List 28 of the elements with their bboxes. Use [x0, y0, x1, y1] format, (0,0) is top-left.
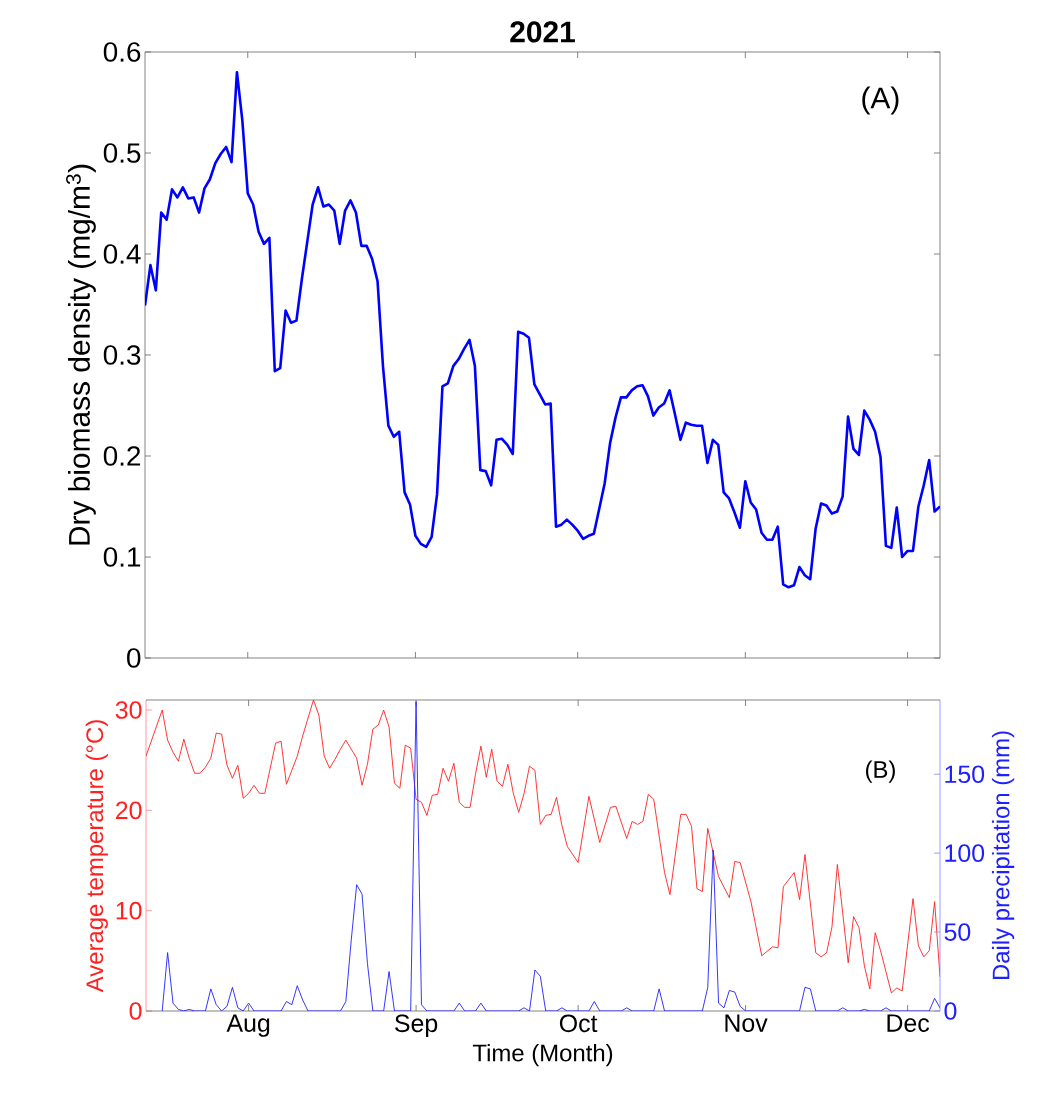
- x-tick-label: Aug: [226, 1014, 270, 1037]
- y-axis-title: Dry biomass density (mg/m$^{3}$): [66, 164, 96, 545]
- annotation: (A): [862, 86, 899, 115]
- y-tick-label: 0.4: [103, 244, 141, 264]
- y-tick-label: 10: [116, 901, 142, 920]
- chart-title: 2021: [510, 21, 575, 43]
- x-tick-label: Nov: [725, 1014, 768, 1032]
- y-tick-label: 30: [115, 701, 142, 719]
- y2-tick-label: 150: [945, 765, 985, 784]
- y2-axis-title: Daily precipitation (mm): [991, 731, 1015, 980]
- annotation: (B): [866, 760, 895, 783]
- y-tick-label: 0.1: [103, 547, 141, 567]
- y-tick-label: 0.6: [103, 42, 141, 62]
- line-series: [145, 70, 941, 589]
- y2-tick-label: 0: [944, 1002, 957, 1020]
- y-tick-label: 0.3: [103, 345, 141, 365]
- y-tick-label: 0.5: [103, 143, 141, 163]
- y-tick-label: 0: [129, 1002, 142, 1020]
- y2-tick-label: 100: [945, 844, 985, 862]
- x-tick-label: Oct: [559, 1014, 598, 1033]
- y2-tick-label: 50: [944, 923, 971, 941]
- y-tick-label: 20: [116, 801, 142, 820]
- y-tick-label: 0.2: [103, 446, 141, 466]
- y-tick-label: 0: [127, 648, 141, 668]
- x-axis-title: Time (Month): [472, 1043, 613, 1067]
- x-tick-label: Dec: [887, 1014, 930, 1032]
- y-axis-title: Average temperature (°C): [85, 720, 108, 993]
- x-tick-label: Sep: [395, 1014, 438, 1038]
